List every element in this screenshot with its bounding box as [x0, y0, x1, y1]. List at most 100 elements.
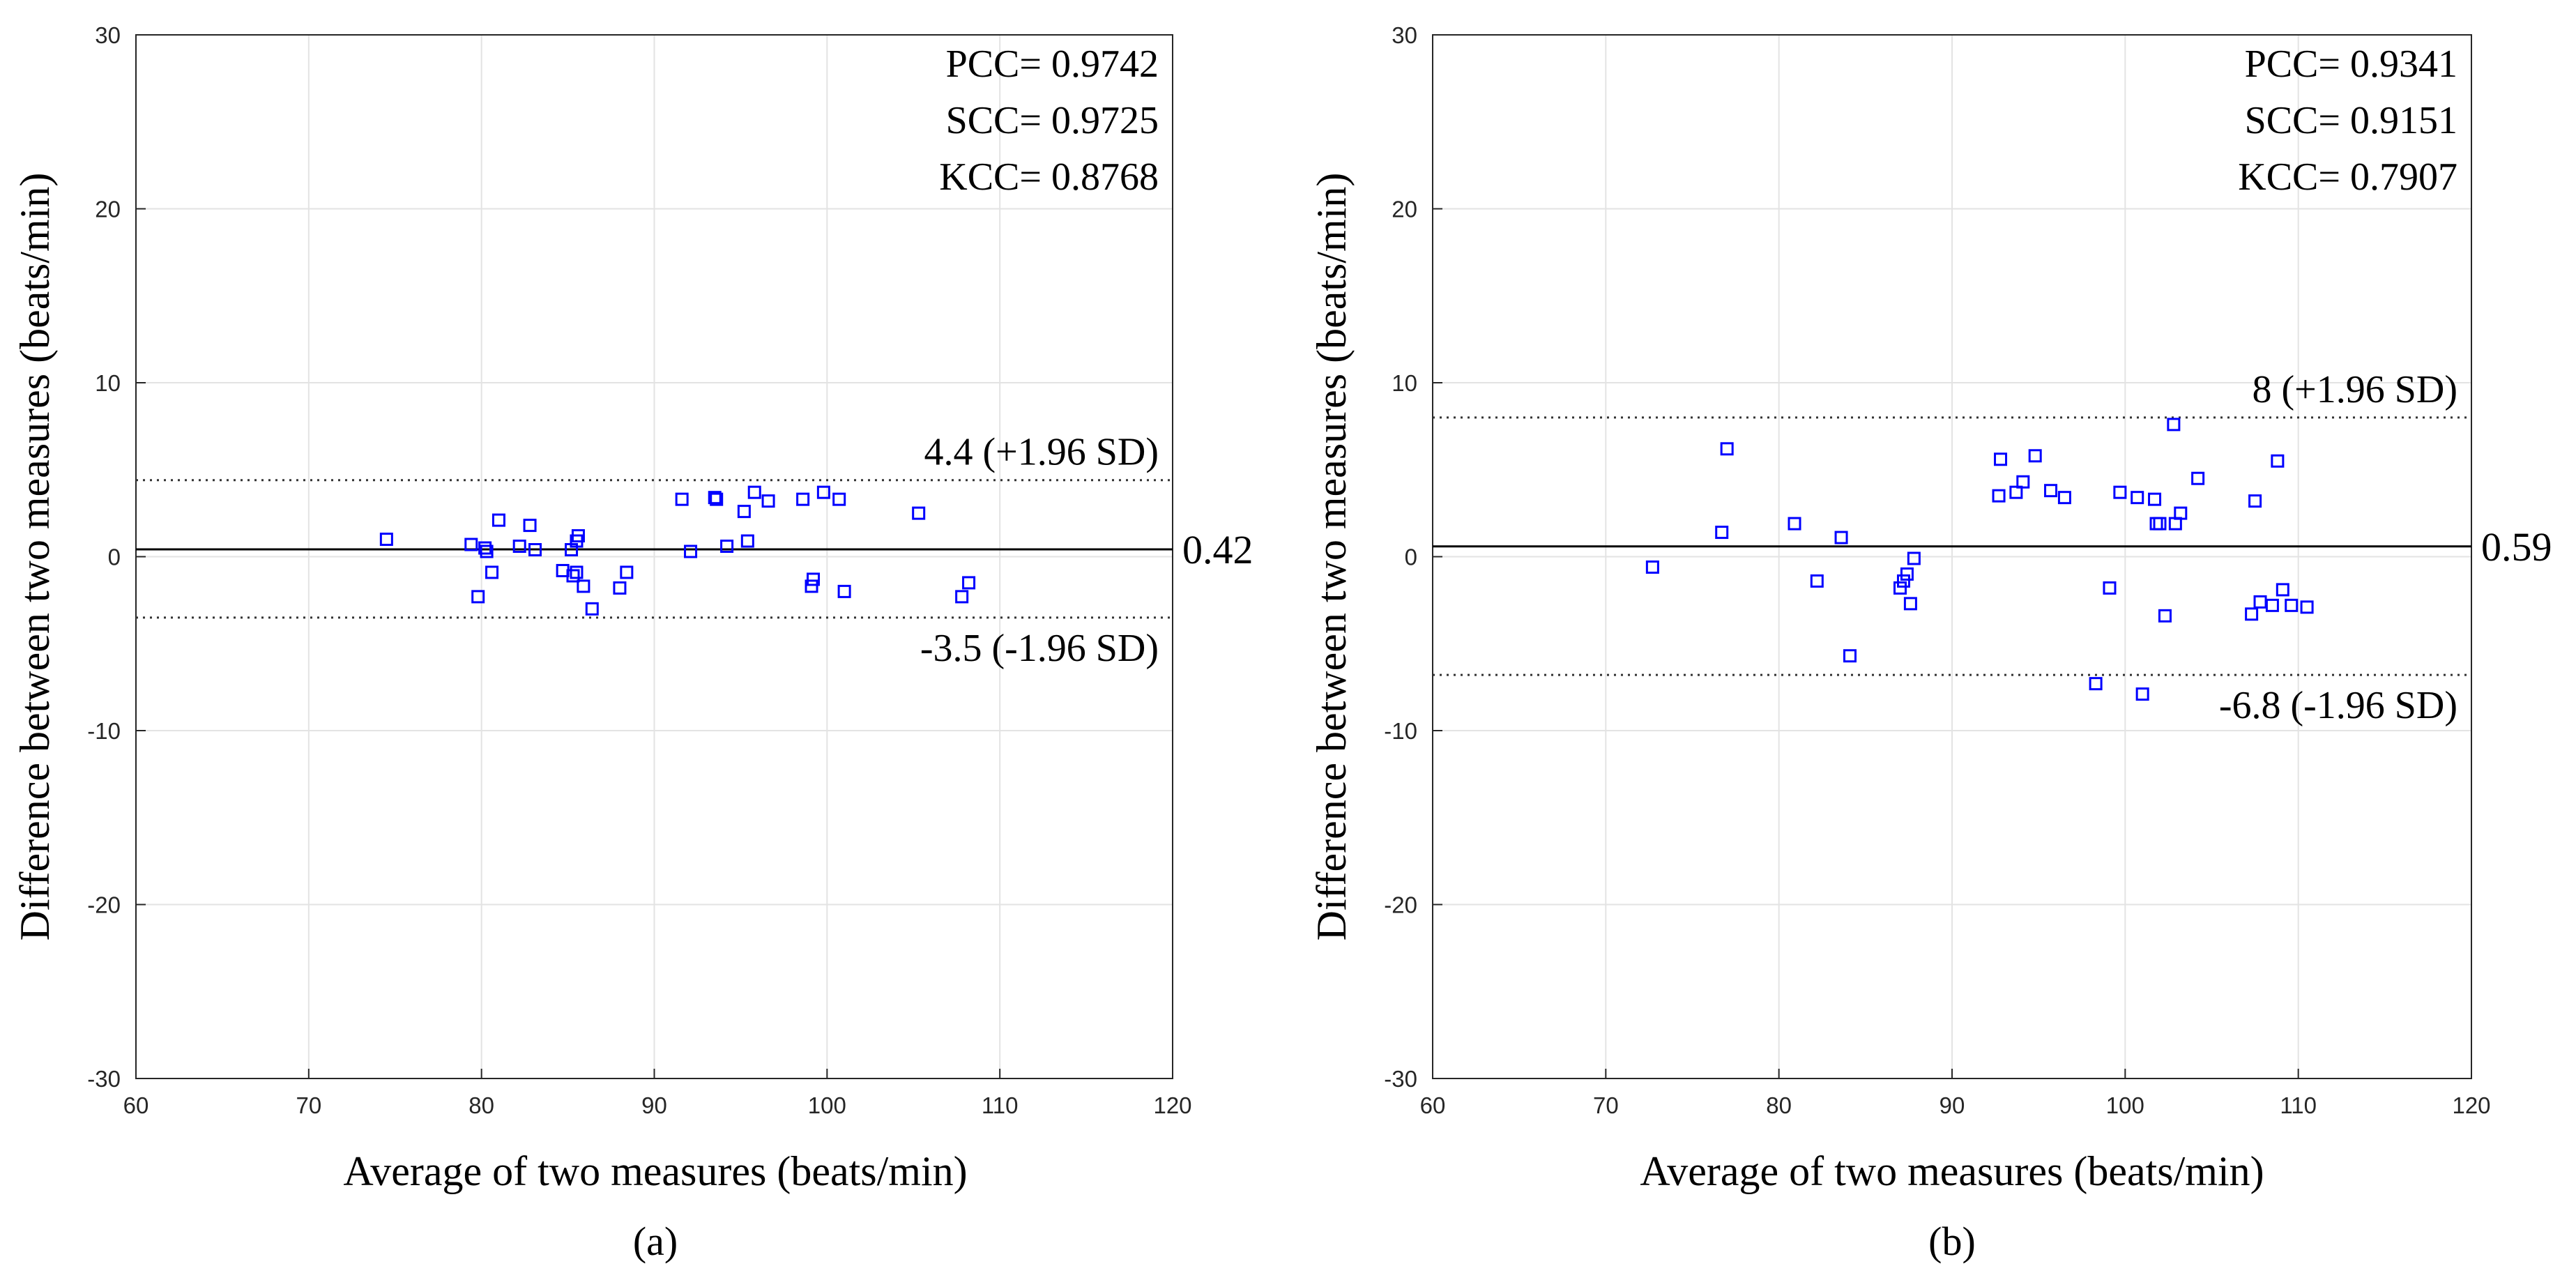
correlation-stat: PCC= 0.9742 — [946, 43, 1159, 86]
lower-limit-label: -3.5 (-1.96 SD) — [920, 627, 1159, 670]
data-point — [485, 565, 499, 579]
y-tick-label: -20 — [87, 892, 121, 918]
data-point — [2174, 506, 2188, 520]
data-point — [464, 538, 478, 551]
y-tick-label: -10 — [87, 718, 121, 744]
data-point — [805, 579, 818, 593]
y-tick-label: 20 — [1392, 197, 1417, 222]
y-tick-label: 0 — [1405, 544, 1417, 570]
x-tick-label: 100 — [808, 1092, 846, 1118]
data-point — [2245, 607, 2259, 621]
data-point — [761, 494, 775, 508]
data-point — [1994, 452, 2008, 466]
data-point — [2103, 581, 2117, 595]
data-point — [962, 576, 976, 590]
data-point — [512, 540, 526, 554]
data-point — [2153, 517, 2167, 531]
correlation-stat: SCC= 0.9725 — [946, 99, 1159, 142]
data-point — [577, 579, 590, 593]
data-point — [675, 492, 689, 506]
data-point — [1896, 574, 1910, 588]
data-point — [2300, 600, 2314, 614]
y-tick-label: 20 — [95, 197, 121, 222]
data-point — [747, 485, 761, 499]
correlation-stat: KCC= 0.8768 — [939, 155, 1159, 199]
data-point — [796, 492, 810, 506]
data-point — [2248, 494, 2262, 508]
data-point — [807, 572, 821, 586]
x-tick-label: 90 — [1939, 1092, 1965, 1118]
panel-caption: (a) — [633, 1219, 678, 1264]
data-point — [2028, 449, 2042, 463]
data-point — [720, 540, 734, 554]
data-point — [2148, 492, 2162, 506]
data-point — [471, 590, 485, 604]
data-point — [2057, 491, 2071, 505]
panel-caption: (b) — [1928, 1219, 1976, 1264]
data-point — [566, 569, 580, 583]
data-point — [837, 584, 851, 598]
x-axis-label: Average of two measures (beats/min) — [343, 1148, 967, 1194]
data-point — [528, 543, 542, 557]
x-tick-label: 70 — [296, 1092, 321, 1118]
x-tick-label: 90 — [641, 1092, 667, 1118]
data-point — [955, 590, 969, 604]
correlation-stat: SCC= 0.9151 — [2245, 99, 2457, 142]
y-axis-label: Difference between two measures (beats/m… — [1309, 173, 1355, 941]
data-point — [480, 544, 494, 558]
data-point — [1788, 517, 1801, 531]
y-tick-label: -30 — [1384, 1066, 1417, 1092]
data-point — [613, 581, 627, 595]
data-point — [912, 506, 926, 520]
data-point — [570, 565, 584, 579]
y-axis-label: Difference between two measures (beats/m… — [12, 173, 58, 941]
x-tick-label: 80 — [1766, 1092, 1792, 1118]
data-point — [620, 565, 634, 579]
data-point — [684, 544, 698, 558]
data-point — [379, 533, 393, 547]
y-tick-label: 30 — [95, 22, 121, 48]
data-point — [2113, 485, 2127, 499]
data-point — [2167, 418, 2181, 432]
data-point — [1907, 551, 1921, 565]
data-point — [2265, 598, 2279, 612]
x-tick-label: 70 — [1593, 1092, 1619, 1118]
data-point — [1893, 581, 1907, 595]
data-point — [832, 492, 846, 506]
mean-difference-label: 0.59 — [2481, 524, 2552, 570]
y-tick-label: -20 — [1384, 892, 1417, 918]
x-tick-label: 120 — [1153, 1092, 1191, 1118]
y-tick-label: -30 — [87, 1066, 121, 1092]
data-point — [2276, 583, 2289, 597]
data-point — [710, 492, 724, 506]
y-tick-label: 30 — [1392, 22, 1417, 48]
y-tick-label: 0 — [108, 544, 121, 570]
data-point — [2044, 484, 2058, 498]
x-axis-label: Average of two measures (beats/min) — [1640, 1148, 2264, 1194]
upper-limit-label: 8 (+1.96 SD) — [2253, 368, 2457, 411]
data-point — [816, 485, 830, 499]
data-point — [2271, 454, 2285, 468]
x-tick-label: 100 — [2106, 1092, 2144, 1118]
data-point — [2158, 609, 2172, 623]
correlation-stat: PCC= 0.9341 — [2245, 43, 2457, 86]
mean-difference-label: 0.42 — [1182, 527, 1253, 572]
data-point — [491, 513, 505, 527]
data-point — [2191, 471, 2205, 485]
data-point — [1715, 526, 1729, 540]
data-point — [1843, 649, 1857, 663]
y-tick-label: 10 — [1392, 370, 1417, 396]
lower-limit-label: -6.8 (-1.96 SD) — [2219, 684, 2457, 727]
data-point — [2009, 485, 2023, 499]
x-tick-label: 110 — [2280, 1092, 2317, 1118]
data-point — [737, 505, 751, 519]
data-point — [2089, 677, 2103, 691]
data-point — [740, 534, 754, 548]
x-tick-label: 80 — [468, 1092, 494, 1118]
data-point — [1720, 442, 1734, 456]
x-tick-label: 60 — [123, 1092, 149, 1118]
data-point — [1810, 574, 1824, 588]
data-point — [1900, 567, 1914, 581]
